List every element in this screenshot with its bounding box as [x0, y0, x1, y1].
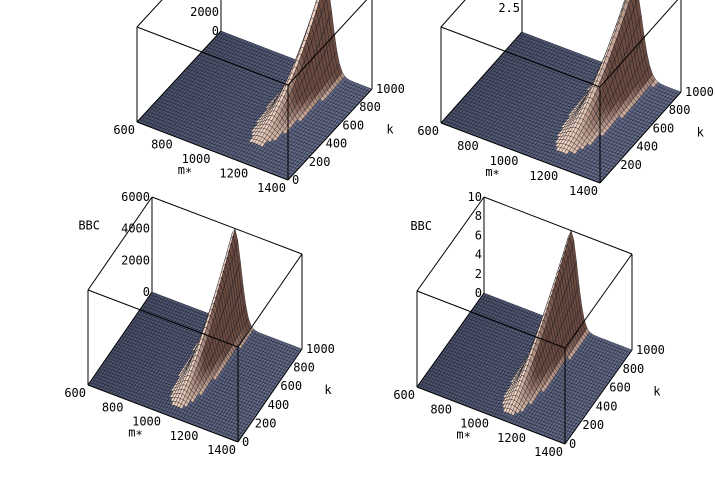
x-tick-label: 800 — [457, 139, 479, 153]
y-tick-label: 1000 — [685, 85, 714, 99]
surface-mesh — [441, 0, 681, 183]
x-tick-label: 1200 — [529, 169, 558, 183]
y-tick-label: 600 — [653, 121, 675, 135]
y-tick-label: 200 — [620, 158, 642, 172]
y-tick-label: 0 — [292, 173, 299, 187]
surface-plot-top-right: 60080010001200140020040060080010002.557.… — [357, 0, 714, 230]
surface-mesh — [137, 0, 372, 180]
x-tick-label: 1200 — [219, 167, 248, 181]
y-tick-label: 800 — [669, 103, 691, 117]
surface-plot-top-left: 6008001000120014000200400600800100002000… — [0, 0, 357, 230]
x-axis-title: m∗ — [485, 165, 499, 179]
x-tick-label: 1400 — [257, 181, 286, 195]
y-axis-title: k — [697, 125, 705, 139]
plot-group: 60080010001200140020040060080010002.557.… — [417, 0, 714, 198]
y-tick-label: 400 — [636, 140, 658, 154]
x-tick-label: 600 — [113, 123, 135, 137]
x-tick-label: 1400 — [569, 184, 598, 198]
z-tick-label: 2.5 — [498, 1, 520, 15]
x-tick-label: 800 — [151, 138, 173, 152]
z-tick-label: 0 — [212, 24, 219, 38]
y-tick-label: 200 — [309, 155, 331, 169]
x-tick-label: 600 — [417, 124, 439, 138]
surface-plot-bottom-left: 6008001000120014000200400600800100002000… — [0, 258, 357, 488]
plot-group: 6008001000120014000200400600800100002000… — [64, 190, 335, 457]
z-tick-label: 2000 — [190, 5, 219, 19]
x-axis-title: m∗ — [178, 163, 192, 177]
y-tick-label: 400 — [326, 137, 348, 151]
